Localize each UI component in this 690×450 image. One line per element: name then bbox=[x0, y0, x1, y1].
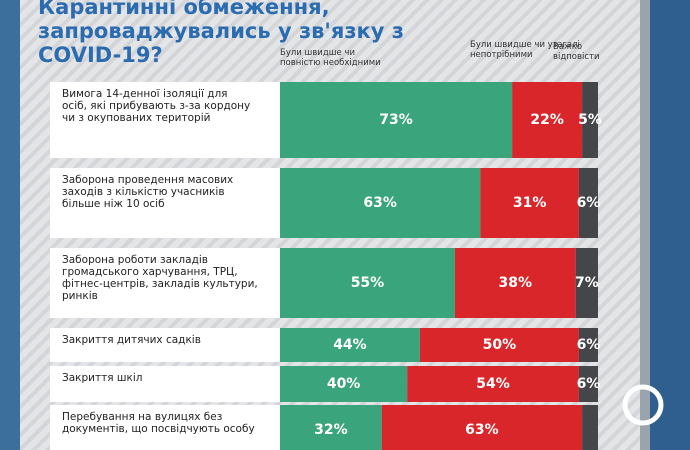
bar-segment bbox=[582, 405, 598, 450]
category-box bbox=[50, 82, 280, 158]
value-label: 38% bbox=[499, 275, 533, 291]
bar-segment bbox=[512, 82, 583, 158]
value-label: 54% bbox=[476, 376, 510, 392]
value-label: 50% bbox=[483, 337, 517, 353]
category-box bbox=[50, 405, 280, 450]
value-label: 6% bbox=[577, 376, 601, 392]
bar-segment bbox=[480, 168, 579, 238]
right-panel bbox=[650, 0, 690, 450]
value-label: 55% bbox=[351, 275, 385, 291]
value-label: 44% bbox=[333, 337, 367, 353]
bar-segment bbox=[280, 168, 481, 238]
category-box bbox=[50, 366, 280, 402]
legend-label: Важко відповісти bbox=[553, 42, 600, 62]
value-label: 63% bbox=[363, 195, 397, 211]
value-label: 6% bbox=[577, 337, 601, 353]
legend-label: Були швидше чи повністю необхідними bbox=[280, 48, 381, 68]
logo-ring bbox=[622, 384, 664, 426]
bar-segment bbox=[578, 328, 598, 362]
chart-title: Карантинні обмеження, запроваджувались у … bbox=[38, 0, 404, 67]
category-label: Заборона проведення масових заходів з кіл… bbox=[62, 174, 233, 210]
category-label: Заборона роботи закладів громадського хар… bbox=[62, 254, 258, 302]
bar-segment bbox=[582, 82, 598, 158]
bar-segment bbox=[280, 405, 382, 450]
bar-segment bbox=[454, 248, 576, 318]
value-label: 5% bbox=[578, 112, 602, 128]
bar-segment bbox=[381, 405, 583, 450]
value-label: 63% bbox=[465, 422, 499, 438]
bar-segment bbox=[280, 82, 513, 158]
bar-segment bbox=[280, 248, 455, 318]
category-box bbox=[50, 248, 280, 318]
legend-label: Були швидше чи узагалі непотрібними bbox=[470, 40, 580, 60]
left-panel bbox=[0, 0, 20, 450]
value-label: 6% bbox=[577, 195, 601, 211]
value-label: 22% bbox=[530, 112, 564, 128]
value-label: 32% bbox=[314, 422, 348, 438]
category-box bbox=[50, 168, 280, 238]
value-label: 73% bbox=[379, 112, 413, 128]
bar-segment bbox=[578, 366, 598, 402]
category-label: Закриття дитячих садків bbox=[62, 334, 201, 346]
category-label: Закриття шкіл bbox=[62, 372, 142, 384]
logo bbox=[622, 384, 664, 426]
bar-segment bbox=[280, 366, 408, 402]
bar-segment bbox=[575, 248, 598, 318]
category-label: Перебування на вулицях без документів, що… bbox=[62, 411, 255, 435]
value-label: 31% bbox=[513, 195, 547, 211]
bar-segment bbox=[578, 168, 598, 238]
category-label: Вимога 14-денної ізоляції для осіб, які п… bbox=[62, 88, 250, 124]
bar-segment bbox=[407, 366, 579, 402]
bar-segment bbox=[280, 328, 420, 362]
value-label: 40% bbox=[327, 376, 361, 392]
value-label: 7% bbox=[575, 275, 599, 291]
category-box bbox=[50, 328, 280, 362]
bar-segment bbox=[419, 328, 579, 362]
